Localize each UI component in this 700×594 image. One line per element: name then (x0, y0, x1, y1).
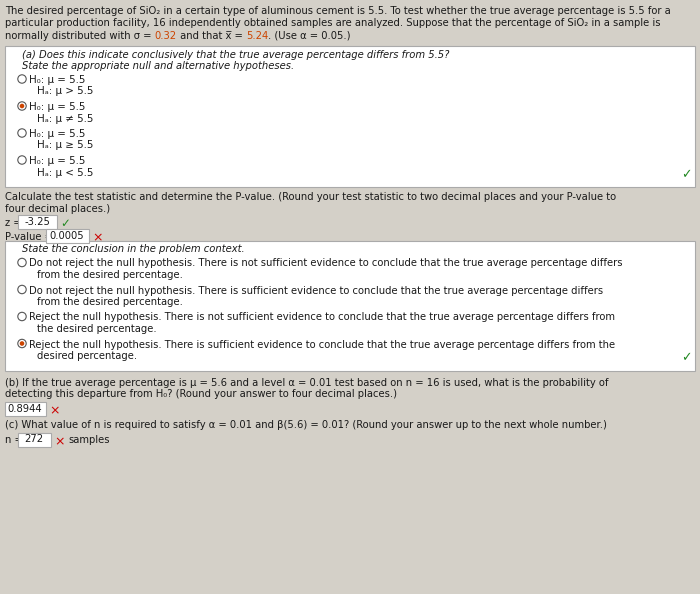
Text: ×: × (92, 232, 102, 245)
Text: 0.0005: 0.0005 (50, 231, 84, 241)
Text: ✓: ✓ (681, 168, 692, 181)
Text: ×: × (54, 435, 64, 448)
FancyBboxPatch shape (5, 241, 695, 371)
Text: the desired percentage.: the desired percentage. (37, 324, 157, 334)
Text: ✓: ✓ (60, 217, 70, 230)
Text: 0.8944: 0.8944 (8, 403, 42, 413)
Text: ×: × (49, 404, 60, 417)
Text: particular production facility, 16 independently obtained samples are analyzed. : particular production facility, 16 indep… (5, 18, 661, 29)
Text: Hₐ: μ ≠ 5.5: Hₐ: μ ≠ 5.5 (37, 113, 93, 124)
Text: z =: z = (5, 217, 24, 228)
Text: State the conclusion in the problem context.: State the conclusion in the problem cont… (22, 245, 244, 254)
Text: H₀: μ = 5.5: H₀: μ = 5.5 (29, 156, 85, 166)
Text: Hₐ: μ > 5.5: Hₐ: μ > 5.5 (37, 87, 93, 96)
Circle shape (18, 339, 26, 347)
Text: four decimal places.): four decimal places.) (5, 204, 110, 213)
Text: 272: 272 (25, 434, 43, 444)
Text: Reject the null hypothesis. There is sufficient evidence to conclude that the tr: Reject the null hypothesis. There is suf… (29, 340, 615, 349)
Text: 0.32: 0.32 (155, 31, 176, 41)
Text: and that x̅ =: and that x̅ = (176, 31, 246, 41)
Circle shape (18, 258, 26, 267)
Circle shape (20, 341, 25, 346)
Text: H₀: μ = 5.5: H₀: μ = 5.5 (29, 102, 85, 112)
Circle shape (20, 104, 25, 108)
Text: State the appropriate null and alternative hypotheses.: State the appropriate null and alternati… (22, 61, 294, 71)
Text: (c) What value of n is required to satisfy α = 0.01 and β(5.6) = 0.01? (Round yo: (c) What value of n is required to satis… (5, 420, 607, 430)
Text: -3.25: -3.25 (24, 217, 50, 227)
Text: H₀: μ = 5.5: H₀: μ = 5.5 (29, 75, 85, 85)
Text: samples: samples (68, 435, 109, 445)
Text: desired percentage.: desired percentage. (37, 351, 137, 361)
Text: The desired percentage of SiO₂ in a certain type of aluminous cement is 5.5. To : The desired percentage of SiO₂ in a cert… (5, 6, 671, 16)
Circle shape (18, 75, 26, 83)
Text: Hₐ: μ ≥ 5.5: Hₐ: μ ≥ 5.5 (37, 141, 93, 150)
FancyBboxPatch shape (18, 215, 57, 229)
Text: Calculate the test statistic and determine the P-value. (Round your test statist: Calculate the test statistic and determi… (5, 192, 616, 202)
Text: n =: n = (5, 435, 26, 445)
FancyBboxPatch shape (4, 402, 46, 415)
FancyBboxPatch shape (5, 46, 695, 187)
Circle shape (18, 285, 26, 293)
Text: detecting this departure from H₀? (Round your answer to four decimal places.): detecting this departure from H₀? (Round… (5, 389, 397, 399)
Text: from the desired percentage.: from the desired percentage. (37, 297, 183, 307)
Text: Reject the null hypothesis. There is not sufficient evidence to conclude that th: Reject the null hypothesis. There is not… (29, 312, 615, 323)
Text: P-value =: P-value = (5, 232, 56, 242)
Text: . (Use α = 0.05.): . (Use α = 0.05.) (268, 31, 351, 41)
Circle shape (18, 102, 26, 110)
FancyBboxPatch shape (18, 432, 50, 447)
FancyBboxPatch shape (46, 229, 88, 243)
Text: Hₐ: μ < 5.5: Hₐ: μ < 5.5 (37, 168, 93, 178)
Text: ✓: ✓ (681, 352, 692, 365)
Circle shape (18, 156, 26, 164)
Circle shape (18, 312, 26, 321)
Text: (b) If the true average percentage is μ = 5.6 and a level α = 0.01 test based on: (b) If the true average percentage is μ … (5, 378, 608, 387)
Circle shape (18, 129, 26, 137)
Text: 5.24: 5.24 (246, 31, 268, 41)
Text: Do not reject the null hypothesis. There is sufficient evidence to conclude that: Do not reject the null hypothesis. There… (29, 286, 603, 295)
Text: from the desired percentage.: from the desired percentage. (37, 270, 183, 280)
Text: normally distributed with σ =: normally distributed with σ = (5, 31, 155, 41)
Text: Do not reject the null hypothesis. There is not sufficient evidence to conclude : Do not reject the null hypothesis. There… (29, 258, 622, 268)
Text: (a) Does this indicate conclusively that the true average percentage differs fro: (a) Does this indicate conclusively that… (22, 49, 449, 59)
Text: H₀: μ = 5.5: H₀: μ = 5.5 (29, 129, 85, 139)
